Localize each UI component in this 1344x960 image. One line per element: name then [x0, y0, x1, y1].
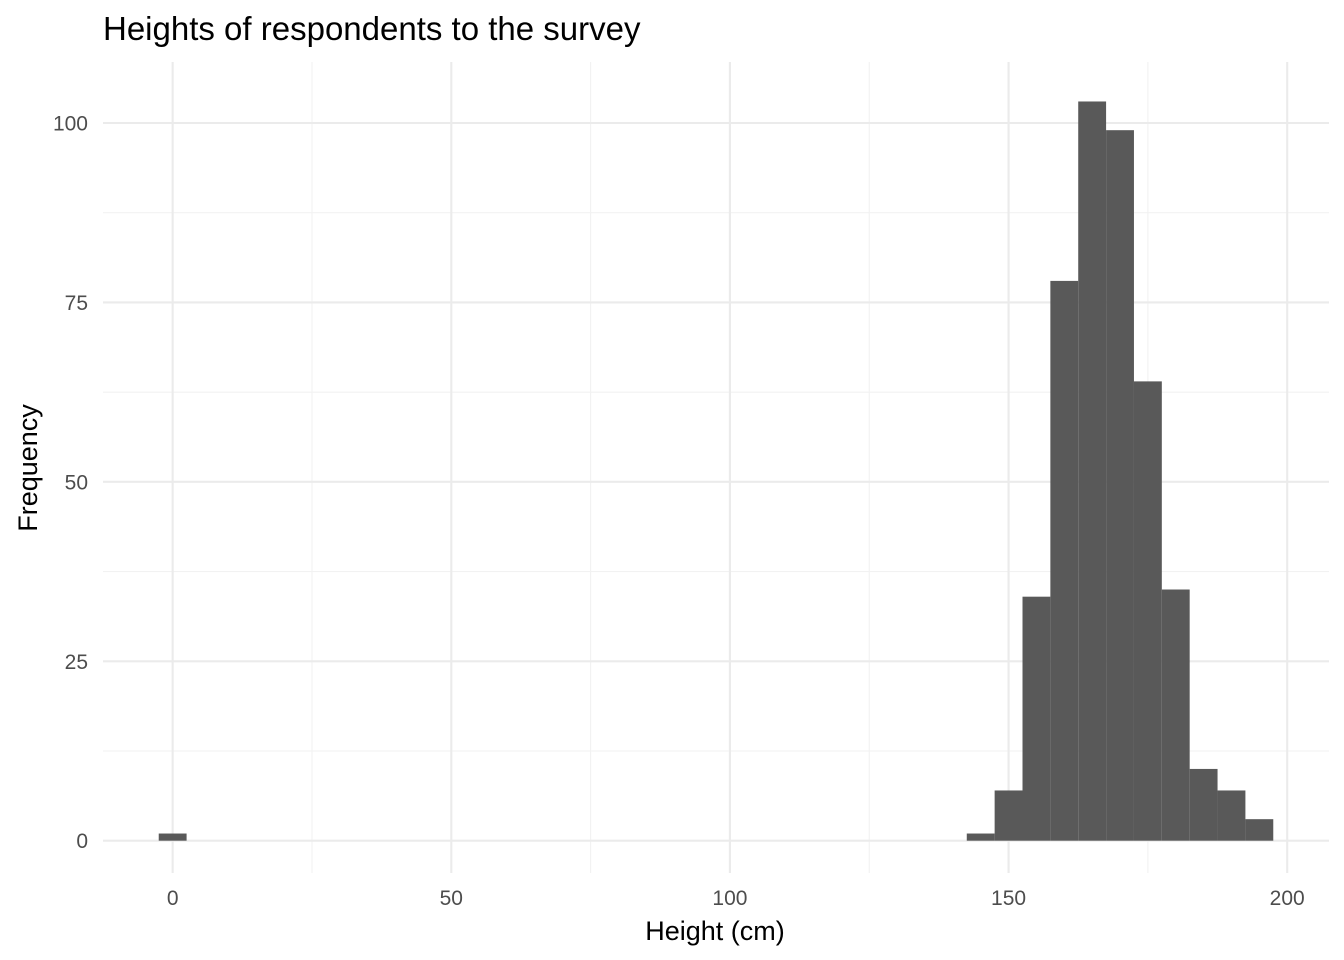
x-tick-label-200: 200 [1270, 887, 1305, 910]
chart-title: Heights of respondents to the survey [103, 10, 641, 47]
histogram-bar-1 [966, 833, 995, 841]
grid-layer [103, 62, 1329, 873]
y-tick-label-50: 50 [65, 471, 88, 494]
x-tick-label-50: 50 [440, 887, 463, 910]
histogram-bar-10 [1217, 790, 1246, 841]
y-tick-label-25: 25 [65, 651, 88, 674]
histogram-bar-11 [1245, 819, 1274, 841]
bars-layer [158, 101, 1274, 841]
histogram-bar-7 [1133, 381, 1162, 841]
y-axis-title: Frequency [13, 404, 43, 532]
y-tick-label-100: 100 [53, 113, 88, 136]
x-tick-label-150: 150 [991, 887, 1026, 910]
x-tick-label-100: 100 [712, 887, 747, 910]
histogram-bar-6 [1106, 130, 1134, 841]
histogram-bar-4 [1050, 280, 1079, 841]
histogram-bar-2 [994, 790, 1023, 841]
histogram-bar-8 [1161, 589, 1190, 841]
histogram-bar-9 [1189, 768, 1218, 841]
y-tick-label-75: 75 [65, 292, 88, 315]
x-axis-title: Height (cm) [645, 916, 785, 946]
y-tick-labels: 0 25 50 75 100 [53, 113, 88, 854]
x-tick-labels: 0 50 100 150 200 [167, 887, 1305, 910]
histogram-bar-0 [158, 833, 187, 841]
histogram-bar-5 [1078, 101, 1107, 841]
x-tick-label-0: 0 [167, 887, 179, 910]
histogram-bar-3 [1022, 596, 1051, 841]
y-tick-label-0: 0 [76, 830, 88, 853]
